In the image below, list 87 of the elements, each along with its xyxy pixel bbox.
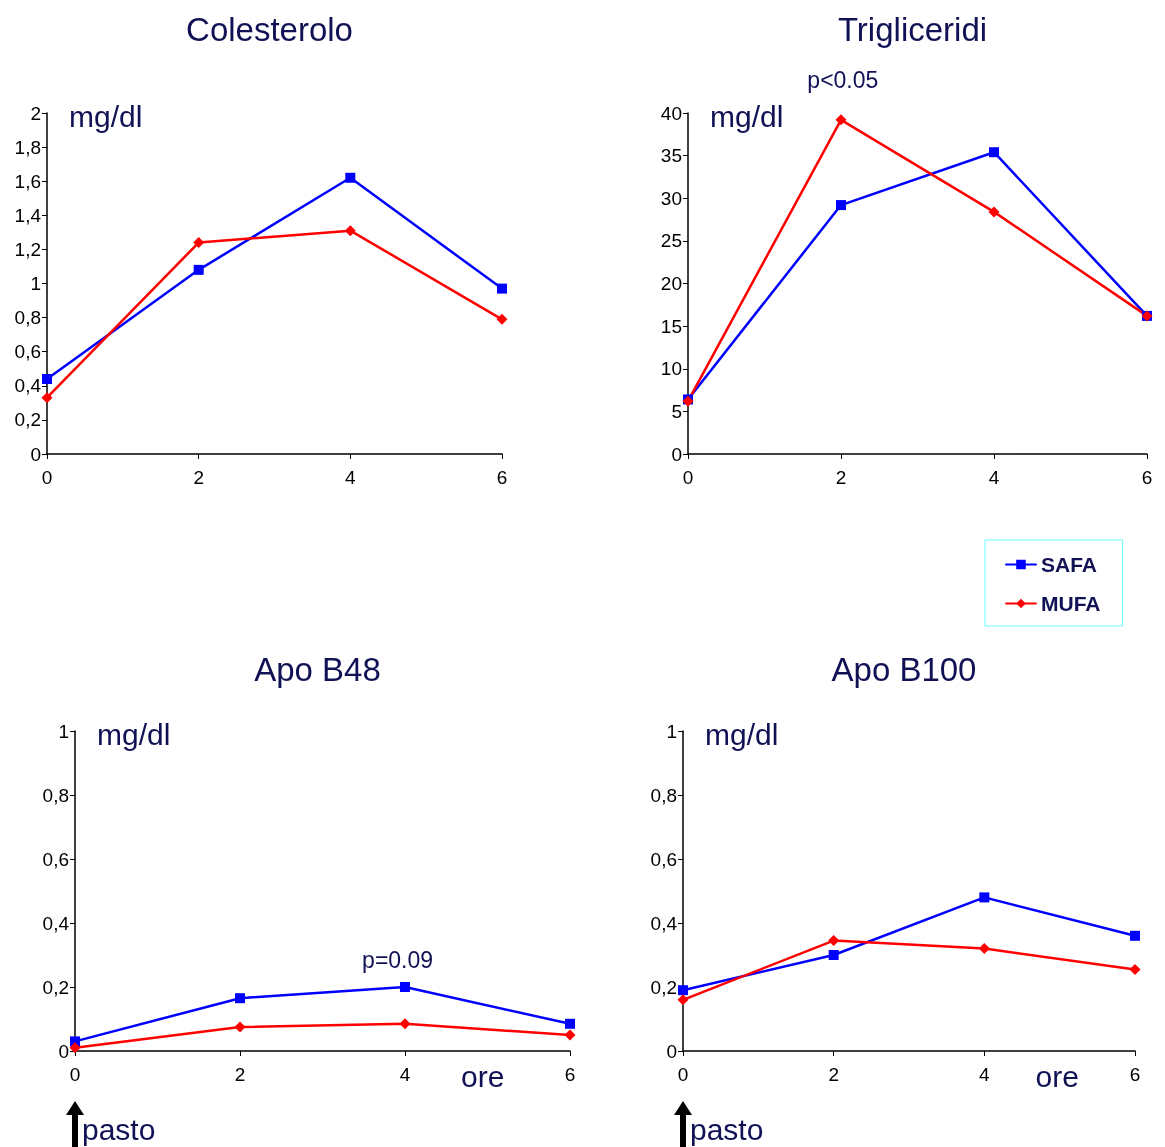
point xyxy=(400,982,410,992)
point xyxy=(344,225,356,237)
chart-title: Apo B48 xyxy=(254,651,381,688)
point xyxy=(828,935,840,947)
point xyxy=(69,1042,81,1054)
y-tick-label: 35 xyxy=(660,145,682,167)
point xyxy=(564,1029,576,1041)
chart-title: Trigliceridi xyxy=(837,11,988,48)
legend-label: SAFA xyxy=(1041,553,1098,576)
y-tick-label: 0 xyxy=(666,1040,677,1062)
point xyxy=(345,172,356,183)
y-tick-label: 0,4 xyxy=(42,912,70,934)
point xyxy=(836,200,846,211)
x-tick-label: 4 xyxy=(345,467,357,488)
text: pasto xyxy=(82,1113,156,1147)
y-tick-label: 10 xyxy=(660,358,682,380)
x-tick-label: 2 xyxy=(835,467,847,488)
point xyxy=(399,1018,411,1030)
y-tick-label: 40 xyxy=(660,102,682,124)
y-axis-title: mg/dl xyxy=(705,717,779,751)
y-tick-label: 1 xyxy=(30,273,41,294)
y-tick-label: 1,2 xyxy=(14,238,41,260)
point xyxy=(678,985,688,996)
y-tick-label: 0,6 xyxy=(42,848,69,870)
x-tick-label: 2 xyxy=(828,1064,839,1085)
y-axis-title: mg/dl xyxy=(710,99,784,133)
x-tick-label: 6 xyxy=(1141,467,1153,488)
point xyxy=(677,994,689,1006)
point xyxy=(234,1021,246,1033)
y-axis-title: mg/dl xyxy=(69,99,143,133)
point xyxy=(497,283,507,294)
y-tick-label: 0 xyxy=(58,1040,69,1062)
y-axis-title: mg/dl xyxy=(97,717,171,751)
point xyxy=(989,147,999,158)
legend-label: MUFA xyxy=(1041,592,1101,615)
y-tick-label: 0,8 xyxy=(42,784,69,806)
annotation: p=0.09 xyxy=(362,947,434,974)
point xyxy=(41,392,53,404)
y-tick-label: 0,8 xyxy=(650,784,677,806)
chart-title: Apo B100 xyxy=(831,651,977,688)
x-tick-label: 4 xyxy=(979,1064,991,1085)
point xyxy=(1130,930,1140,941)
y-tick-label: 25 xyxy=(660,230,682,252)
point xyxy=(235,993,245,1004)
x-tick-label: 4 xyxy=(988,467,1000,488)
y-tick-label: 15 xyxy=(660,315,682,337)
y-tick-label: 1 xyxy=(666,720,677,742)
y-tick-label: 1,6 xyxy=(14,170,41,192)
y-tick-label: 0 xyxy=(30,443,41,465)
text: p<0.05 xyxy=(807,66,879,93)
point xyxy=(1129,963,1141,975)
point xyxy=(828,950,839,960)
y-tick-label: 0,8 xyxy=(14,307,41,329)
y-tick-label: 2 xyxy=(30,102,41,124)
x-tick-label: 6 xyxy=(564,1064,576,1085)
point xyxy=(193,237,205,249)
y-tick-label: 0,4 xyxy=(650,912,678,934)
point xyxy=(988,206,1000,218)
point xyxy=(978,943,990,955)
x-axis-title: ore xyxy=(461,1059,505,1093)
point xyxy=(193,264,204,275)
x-tick-label: 2 xyxy=(193,467,204,488)
y-tick-label: 0,2 xyxy=(14,409,41,431)
y-tick-label: 30 xyxy=(660,187,682,209)
y-tick-label: 1,8 xyxy=(14,136,41,158)
y-tick-label: 0,6 xyxy=(14,341,41,363)
point xyxy=(835,114,847,126)
x-tick-label: 6 xyxy=(1129,1064,1141,1085)
y-tick-label: 0,6 xyxy=(650,848,677,870)
point xyxy=(496,313,508,325)
point xyxy=(979,892,990,903)
y-tick-label: 1 xyxy=(58,720,69,742)
x-axis-title: ore xyxy=(1035,1059,1079,1093)
text: pasto xyxy=(690,1113,764,1147)
y-tick-label: 0,4 xyxy=(14,375,42,397)
point xyxy=(42,373,52,384)
y-tick-label: 1,4 xyxy=(14,204,42,226)
x-tick-label: 4 xyxy=(399,1064,411,1085)
chart-title: Colesterolo xyxy=(186,11,353,48)
y-tick-label: 0,2 xyxy=(42,976,69,998)
y-tick-label: 20 xyxy=(660,273,682,294)
y-tick-label: 0,2 xyxy=(650,976,677,998)
y-tick-label: 0 xyxy=(671,443,682,465)
x-tick-label: 2 xyxy=(234,1064,246,1085)
y-tick-label: 5 xyxy=(671,400,682,422)
point xyxy=(565,1018,575,1029)
x-tick-label: 6 xyxy=(496,467,508,488)
